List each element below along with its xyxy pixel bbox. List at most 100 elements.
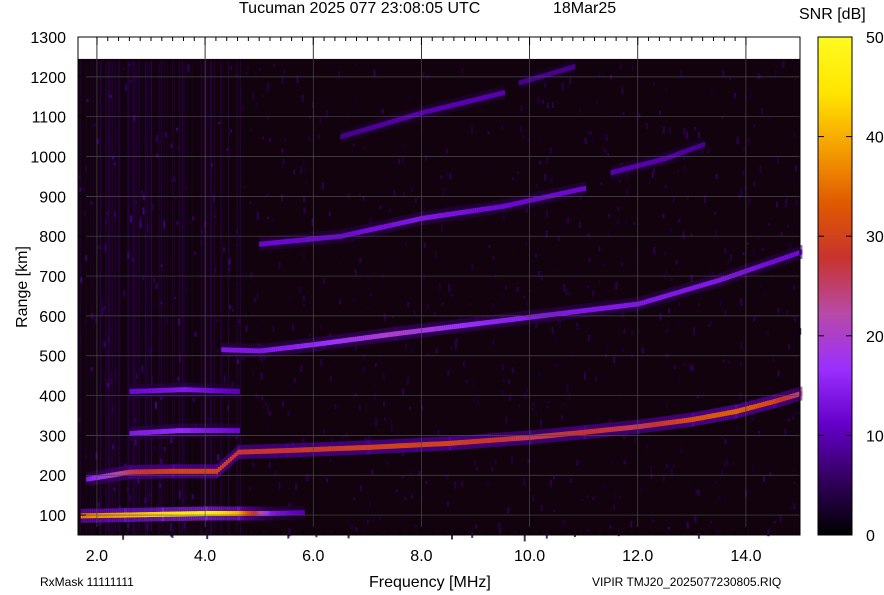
echo-point	[675, 290, 678, 296]
noise-speck	[665, 404, 668, 409]
interference-streak	[141, 60, 143, 536]
echo-point	[185, 387, 188, 393]
noise-speck	[792, 503, 795, 509]
noise-speck	[721, 115, 724, 119]
noise-speck	[690, 233, 693, 236]
noise-speck	[678, 218, 681, 223]
noise-speck	[150, 228, 152, 234]
echo-point	[695, 284, 698, 290]
echo-point	[376, 333, 379, 339]
echo-point	[542, 73, 546, 79]
noise-speck	[491, 265, 494, 271]
noise-speck	[545, 210, 548, 218]
echo-point	[666, 155, 670, 161]
noise-speck	[553, 509, 556, 512]
y-tick-label: 500	[39, 349, 66, 366]
echo-point	[550, 70, 554, 76]
echo-point	[311, 342, 314, 348]
noise-speck	[262, 136, 265, 140]
echo-point	[157, 511, 161, 517]
echo-point	[682, 149, 686, 155]
echo-point	[409, 113, 412, 119]
echo-point	[267, 240, 270, 246]
noise-speck	[672, 464, 675, 469]
noise-speck	[795, 356, 798, 359]
echo-point	[778, 397, 782, 403]
echo-point	[649, 422, 653, 428]
noise-speck	[690, 274, 693, 283]
echo-point	[399, 220, 403, 226]
noise-speck	[155, 401, 157, 409]
noise-speck	[84, 319, 87, 325]
echo-point	[284, 448, 287, 454]
noise-speck	[278, 481, 281, 489]
noise-speck	[568, 292, 571, 295]
echo-point	[726, 274, 730, 280]
noise-speck	[557, 235, 560, 241]
noise-speck	[156, 153, 159, 158]
echo-point	[377, 225, 381, 231]
echo-point	[668, 154, 672, 160]
noise-speck	[704, 196, 707, 199]
noise-speck	[402, 388, 405, 395]
noise-speck	[174, 196, 177, 200]
noise-speck	[149, 93, 152, 96]
echo-point	[617, 426, 621, 432]
noise-speck	[302, 295, 305, 302]
echo-point	[245, 449, 249, 455]
echo-point	[548, 312, 552, 318]
noise-speck	[131, 62, 134, 66]
echo-point	[179, 387, 182, 393]
echo-point	[639, 423, 643, 429]
echo-point	[172, 428, 175, 434]
echo-point	[149, 429, 153, 435]
echo-point	[458, 440, 461, 446]
noise-speck	[438, 281, 441, 290]
echo-point	[659, 295, 662, 300]
noise-speck	[598, 280, 601, 283]
noise-speck	[301, 95, 304, 102]
noise-speck	[752, 249, 755, 257]
echo-point	[147, 469, 150, 475]
noise-speck	[155, 135, 158, 143]
noise-speck	[407, 302, 410, 307]
interference-streak	[92, 60, 94, 536]
echo-point	[135, 469, 138, 475]
noise-speck	[368, 500, 371, 509]
noise-speck	[492, 338, 495, 346]
noise-speck	[178, 318, 180, 326]
noise-speck	[777, 370, 780, 377]
noise-speck	[767, 529, 770, 537]
noise-speck	[369, 217, 372, 225]
echo-point	[270, 511, 273, 516]
echo-point	[474, 97, 478, 103]
echo-point	[372, 334, 375, 340]
echo-point	[656, 158, 660, 164]
echo-point	[99, 474, 103, 480]
noise-speck	[223, 375, 226, 383]
echo-point	[245, 348, 248, 353]
echo-point	[628, 165, 632, 171]
echo-point	[314, 236, 317, 242]
noise-speck	[127, 252, 130, 259]
echo-point	[243, 449, 246, 455]
echo-point	[143, 469, 146, 475]
noise-speck	[281, 76, 284, 84]
echo-point	[206, 468, 209, 474]
echo-point	[526, 198, 529, 204]
echo-point	[455, 101, 458, 107]
noise-speck	[798, 223, 801, 230]
noise-speck	[440, 313, 443, 322]
echo-point	[494, 205, 497, 210]
echo-point	[520, 199, 523, 205]
noise-speck	[625, 219, 628, 226]
noise-speck	[215, 503, 218, 509]
noise-speck	[722, 359, 725, 363]
echo-point	[105, 473, 109, 479]
echo-point	[455, 323, 459, 329]
echo-point	[563, 431, 566, 437]
echo-point	[414, 328, 417, 334]
echo-point	[350, 131, 353, 137]
noise-speck	[498, 527, 501, 534]
noise-speck	[766, 331, 769, 336]
